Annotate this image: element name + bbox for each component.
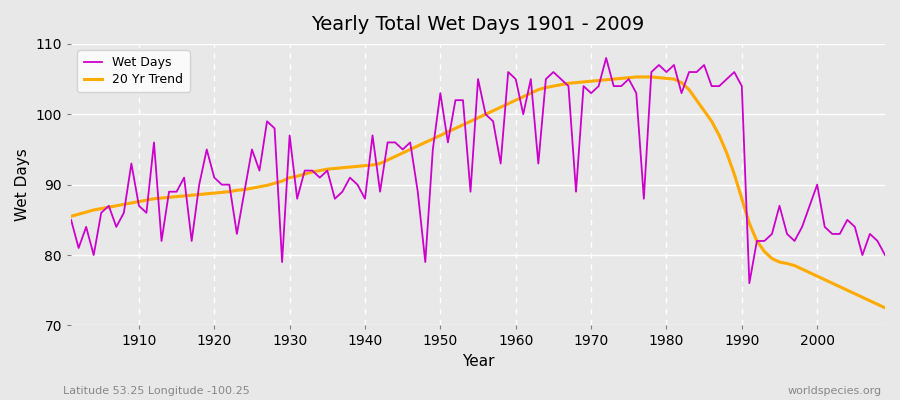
20 Yr Trend xyxy=(510,98,521,102)
Wet Days xyxy=(608,84,619,88)
Wet Days xyxy=(744,281,755,286)
Wet Days xyxy=(510,77,521,82)
Line: 20 Yr Trend: 20 Yr Trend xyxy=(71,77,885,308)
Wet Days xyxy=(292,196,302,201)
20 Yr Trend xyxy=(126,200,137,205)
Wet Days xyxy=(337,189,347,194)
Text: worldspecies.org: worldspecies.org xyxy=(788,386,882,396)
20 Yr Trend xyxy=(337,165,347,170)
Line: Wet Days: Wet Days xyxy=(71,58,885,283)
Text: Latitude 53.25 Longitude -100.25: Latitude 53.25 Longitude -100.25 xyxy=(63,386,250,396)
Wet Days xyxy=(503,70,514,74)
20 Yr Trend xyxy=(879,306,890,310)
Y-axis label: Wet Days: Wet Days xyxy=(15,148,30,221)
Wet Days xyxy=(66,218,77,222)
20 Yr Trend xyxy=(631,74,642,79)
X-axis label: Year: Year xyxy=(462,354,494,369)
20 Yr Trend xyxy=(292,174,302,179)
Legend: Wet Days, 20 Yr Trend: Wet Days, 20 Yr Trend xyxy=(77,50,190,92)
Wet Days xyxy=(126,161,137,166)
20 Yr Trend xyxy=(66,214,77,219)
20 Yr Trend xyxy=(503,101,514,106)
20 Yr Trend xyxy=(601,77,612,82)
Title: Yearly Total Wet Days 1901 - 2009: Yearly Total Wet Days 1901 - 2009 xyxy=(311,15,644,34)
Wet Days xyxy=(601,56,612,60)
Wet Days xyxy=(879,253,890,258)
